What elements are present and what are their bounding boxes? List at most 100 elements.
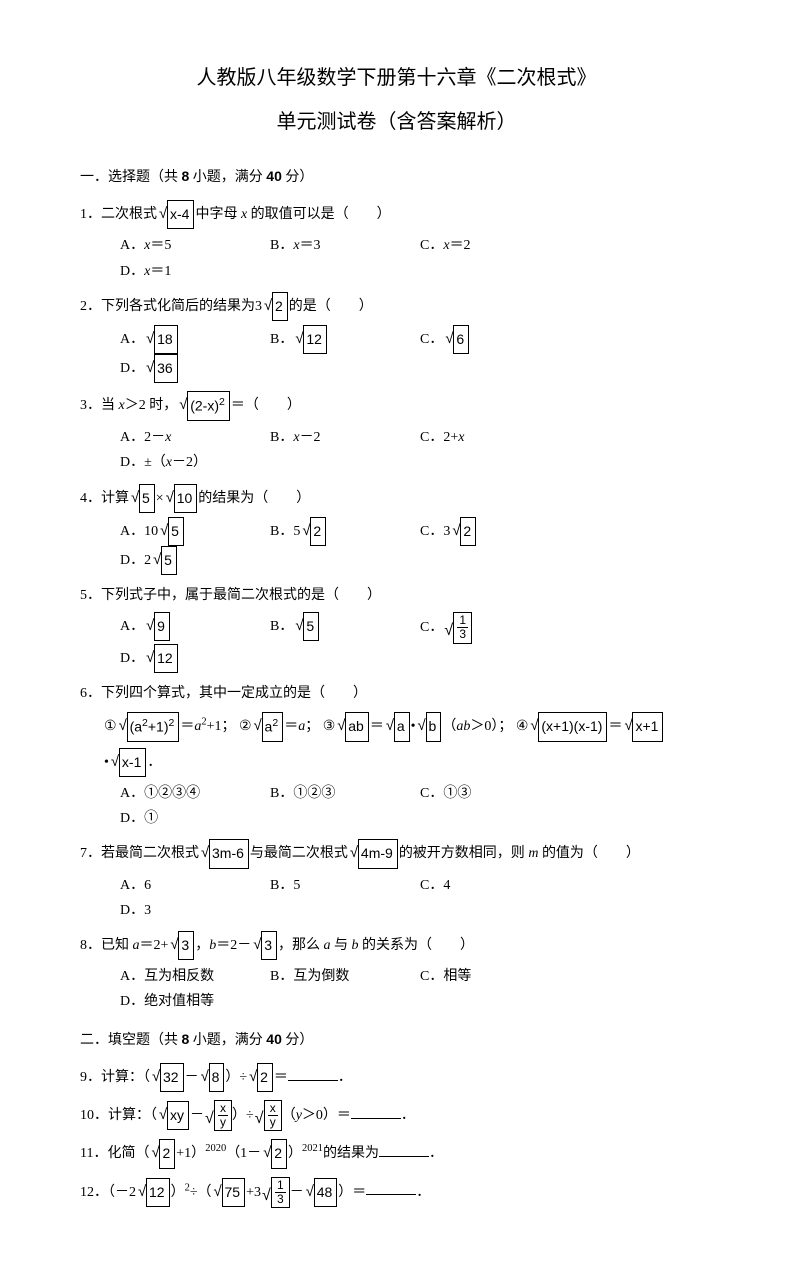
q1d-post: ＝1 — [150, 264, 171, 279]
q6-r4c: x-1 — [119, 748, 146, 777]
section-1-header: 一．选择题（共 8 小题，满分 40 分） — [80, 164, 713, 190]
q3c-var: x — [458, 430, 464, 445]
q4-rada: 5 — [139, 484, 155, 513]
q6-opt-d: D．① — [120, 806, 270, 831]
q11-mid: （1－ — [226, 1146, 261, 1161]
q9-num: 9． — [80, 1070, 101, 1085]
q3-pre: 当 — [101, 398, 119, 413]
q4-opt-d: D．25 — [120, 546, 270, 575]
page-subtitle: 单元测试卷（含答案解析） — [80, 104, 713, 140]
question-11: 11．化简（2+1）2020（1－2）2021的结果为． — [80, 1139, 713, 1168]
q3-sup: 2 — [219, 396, 225, 408]
q7-num: 7． — [80, 846, 101, 861]
q12-fn: 1 — [275, 1179, 286, 1193]
q3-opt-b: B．x－2 — [270, 425, 420, 450]
q6-r4b: x+1 — [632, 712, 663, 741]
sec1-pre: 一．选择题（共 — [80, 170, 182, 185]
q4-options: A．105 B．52 C．32 D．25 — [120, 517, 713, 575]
q3-opt-a: A．2－x — [120, 425, 270, 450]
q5a: A． — [120, 619, 144, 634]
q12-blank[interactable] — [366, 1181, 416, 1195]
q10-fad: y — [218, 1116, 228, 1129]
q9-m: － — [185, 1070, 199, 1085]
question-2: 2．下列各式化简后的结果为32的是（ ） A．18 B．12 C．6 D．36 — [80, 292, 713, 384]
q3d: D．±（ — [120, 455, 166, 470]
q10-p: ． — [401, 1108, 415, 1123]
q10-fan: x — [218, 1102, 228, 1116]
q5-text: 下列式子中，属于最简二次根式的是（ ） — [101, 588, 381, 603]
q9-pre: 计算：（ — [101, 1070, 150, 1085]
q5-rada: 9 — [154, 612, 170, 641]
q10-fracA: xy — [218, 1102, 228, 1129]
q6-r3b: a — [394, 712, 410, 741]
question-8: 8．已知 a＝2+3，b＝2－3，那么 a 与 b 的关系为（ ） A．互为相反… — [80, 931, 713, 1015]
q8-rb: 3 — [261, 931, 277, 960]
q4d: D．2 — [120, 553, 151, 568]
q2-rad: 2 — [272, 292, 288, 321]
q11-blank[interactable] — [379, 1143, 429, 1157]
question-9: 9．计算：（32－8）÷2＝． — [80, 1063, 713, 1092]
question-1: 1．二次根式x-4中字母 x 的取值可以是（ ） A．x＝5 B．x＝3 C．x… — [80, 200, 713, 284]
q8-vb2: b — [352, 938, 359, 953]
sec1-mid: 小题，满分 — [189, 170, 266, 185]
q4-opt-c: C．32 — [420, 517, 570, 546]
q4b: B．5 — [270, 524, 300, 539]
q12-m: － — [290, 1184, 304, 1199]
q9-ra: 32 — [160, 1063, 184, 1092]
q1-mid: 中字母 — [195, 207, 241, 222]
q5-opt-d: D．12 — [120, 644, 270, 673]
q3-mid: ＞2 时， — [125, 398, 178, 413]
q6-r1e: +1； — [207, 719, 236, 734]
q1c-post: ＝2 — [450, 238, 471, 253]
q5-opt-c: C．13 — [420, 612, 570, 643]
q5-opt-a: A． 9 — [120, 612, 270, 643]
q5-frac: 13 — [457, 614, 468, 641]
question-7: 7．若最简二次根式3m-6与最简二次根式4m-9的被开方数相同，则 m 的值为（… — [80, 839, 713, 923]
q12-rb: 75 — [222, 1178, 246, 1207]
q6-r1: (a2+1)2 — [127, 712, 180, 742]
q11-pre: 化简（ — [107, 1146, 149, 1161]
section-2-header: 二．填空题（共 8 小题，满分 40 分） — [80, 1027, 713, 1053]
q4-oradc: 2 — [460, 517, 476, 546]
q3-num: 3． — [80, 398, 101, 413]
q6-r3eq: ＝ — [370, 719, 384, 734]
q2-radd: 36 — [154, 354, 178, 383]
q7-mid: 与最简二次根式 — [250, 846, 348, 861]
question-5: 5．下列式子中，属于最简二次根式的是（ ） A． 9 B．5 C．13 D．12 — [80, 583, 713, 673]
q6-c4e: ． — [147, 755, 161, 770]
q5d: D． — [120, 650, 144, 665]
q2-radb: 12 — [303, 325, 327, 354]
q3-rad-val: (2-x) — [190, 398, 219, 414]
q6-r3a: ab — [345, 712, 369, 741]
q12-frac: 13 — [275, 1179, 286, 1206]
q12-fd: 3 — [275, 1193, 286, 1206]
q12-plus: +3 — [246, 1184, 261, 1199]
q4-oradb: 2 — [310, 517, 326, 546]
q7-p1: 的被开方数相同，则 — [399, 846, 529, 861]
q8-opt-b: B．互为倒数 — [270, 964, 420, 989]
q12-ta: ） — [171, 1184, 185, 1199]
q3b: B． — [270, 430, 293, 445]
q3a: A．2－ — [120, 430, 165, 445]
q5-radb: 5 — [303, 612, 319, 641]
q5-fn: 1 — [457, 614, 468, 628]
q11-sa: 2020 — [205, 1143, 226, 1154]
q9-eq: ＝ — [274, 1070, 288, 1085]
question-3: 3．当 x＞2 时，(2-x)2＝（ ） A．2－x B．x－2 C．2+x D… — [80, 391, 713, 475]
q2-pre: 下列各式化简后的结果为 — [101, 299, 255, 314]
q5-num: 5． — [80, 588, 101, 603]
q6-r1os: 2 — [168, 717, 174, 729]
q7-opt-c: C．4 — [420, 873, 570, 898]
q9-blank[interactable] — [288, 1067, 338, 1081]
q1a-pre: A． — [120, 238, 144, 253]
q10-m: － — [190, 1108, 204, 1123]
q9-mid: ）÷ — [225, 1070, 247, 1085]
q10-mid: ）÷ — [232, 1108, 254, 1123]
q10-fA: xy — [214, 1100, 232, 1131]
q10-blank[interactable] — [351, 1105, 401, 1119]
q7-rada: 3m-6 — [209, 839, 249, 868]
sec1-n2: 40 — [266, 168, 282, 184]
q6-r2e: ； — [305, 719, 319, 734]
q5-opt-b: B．5 — [270, 612, 420, 643]
q6-c2: ② — [239, 717, 252, 733]
